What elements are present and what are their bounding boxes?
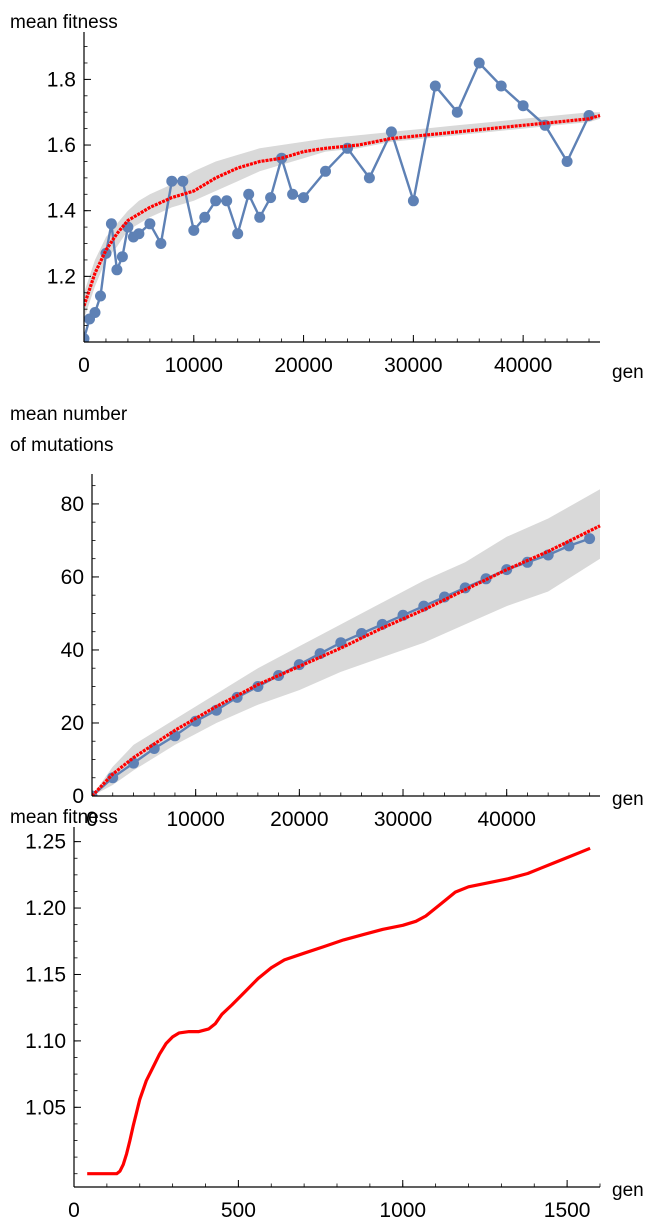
x-tick-label: 0: [78, 354, 90, 377]
y-axis-title: of mutations: [10, 435, 114, 456]
data-point: [232, 228, 244, 240]
x-tick-label: 1000: [379, 1199, 426, 1222]
data-point: [363, 172, 375, 184]
data-point: [254, 211, 266, 223]
y-axis-title: mean fitness: [10, 807, 118, 828]
data-point: [243, 188, 255, 200]
data-point: [144, 218, 156, 230]
data-point: [155, 238, 167, 249]
data-point: [287, 188, 299, 200]
data-point: [166, 175, 178, 187]
plot-area: [87, 846, 591, 1176]
chart-mean-fitness-short: 0 500 1000 1500 1.05 1.10 1.15 1.20 1.25 mean fit…: [10, 807, 644, 1222]
x-axis-title: gen: [612, 1180, 644, 1201]
y-axis-title: mean fitness: [10, 12, 118, 33]
x-tick-label: 10000: [165, 354, 223, 377]
data-point: [473, 57, 485, 69]
x-axis-title: gen: [612, 789, 644, 810]
data-point: [298, 192, 310, 204]
data-point: [95, 290, 106, 302]
data-point: [89, 307, 101, 318]
y-tick-label: 80: [61, 493, 84, 516]
data-point: [199, 211, 211, 223]
y-tick-label: 1.05: [25, 1096, 66, 1119]
plot-area: [92, 489, 601, 796]
data-point: [429, 80, 441, 92]
y-tick-label: 1.15: [25, 963, 66, 986]
plot-area: [84, 57, 601, 342]
x-tick-label: 500: [221, 1199, 256, 1222]
data-point: [210, 195, 222, 207]
data-point: [293, 659, 305, 671]
data-point: [397, 609, 409, 621]
y-tick-label: 20: [61, 712, 84, 735]
data-point: [107, 772, 119, 784]
x-tick-label: 0: [68, 1199, 80, 1222]
data-point: [314, 648, 326, 660]
model-mean-line: [92, 524, 601, 796]
y-tick-label: 1.2: [47, 265, 76, 288]
data-point: [495, 80, 507, 92]
x-tick-label: 30000: [374, 808, 432, 831]
x-tick-label: 40000: [494, 354, 552, 377]
x-tick-label: 10000: [166, 808, 224, 831]
y-axis-title: mean number: [10, 404, 128, 425]
y-tick-label: 0: [72, 785, 84, 808]
chart-mean-mutations: 0 10000 20000 30000 40000 0 20 40 60 80 mean numbe…: [10, 404, 644, 831]
data-point: [188, 224, 200, 236]
x-axis-title: gen: [612, 362, 644, 383]
data-point: [563, 540, 575, 552]
x-tick-label: 1500: [544, 1199, 591, 1222]
model-mean-line: [84, 113, 601, 307]
x-tick-label: 40000: [477, 808, 535, 831]
y-tick-label: 1.8: [47, 68, 76, 91]
data-point: [177, 175, 189, 187]
y-tick-label: 1.4: [47, 200, 77, 223]
data-point: [116, 251, 128, 263]
data-point: [584, 533, 596, 545]
data-point: [221, 195, 233, 207]
data-point: [252, 681, 264, 692]
y-tick-label: 1.25: [25, 831, 66, 854]
data-point: [210, 704, 222, 716]
x-tick-label: 0: [86, 808, 98, 831]
data-point: [517, 100, 529, 112]
y-tick-label: 1.20: [25, 897, 66, 920]
data-point: [561, 156, 573, 167]
data-point: [451, 106, 463, 118]
y-tick-label: 1.10: [25, 1030, 66, 1053]
data-point: [84, 333, 90, 342]
y-tick-label: 60: [61, 566, 84, 589]
chart-mean-fitness-long: 0 10000 20000 30000 40000 1.2 1.4 1.6 1.8 mean fi…: [10, 12, 644, 383]
data-point: [105, 218, 117, 230]
data-point: [385, 126, 397, 138]
x-tick-label: 20000: [270, 808, 328, 831]
y-tick-label: 1.6: [47, 134, 76, 157]
confidence-band: [84, 112, 600, 319]
data-point: [342, 142, 353, 154]
model-mean-line: [87, 846, 591, 1176]
x-tick-label: 30000: [384, 354, 442, 377]
y-tick-label: 40: [61, 639, 84, 662]
data-point: [265, 192, 277, 204]
x-tick-label: 20000: [274, 354, 332, 377]
data-point: [335, 637, 347, 649]
data-point: [111, 264, 123, 276]
data-point: [320, 165, 331, 177]
data-point: [407, 195, 419, 207]
data-point: [133, 228, 145, 240]
